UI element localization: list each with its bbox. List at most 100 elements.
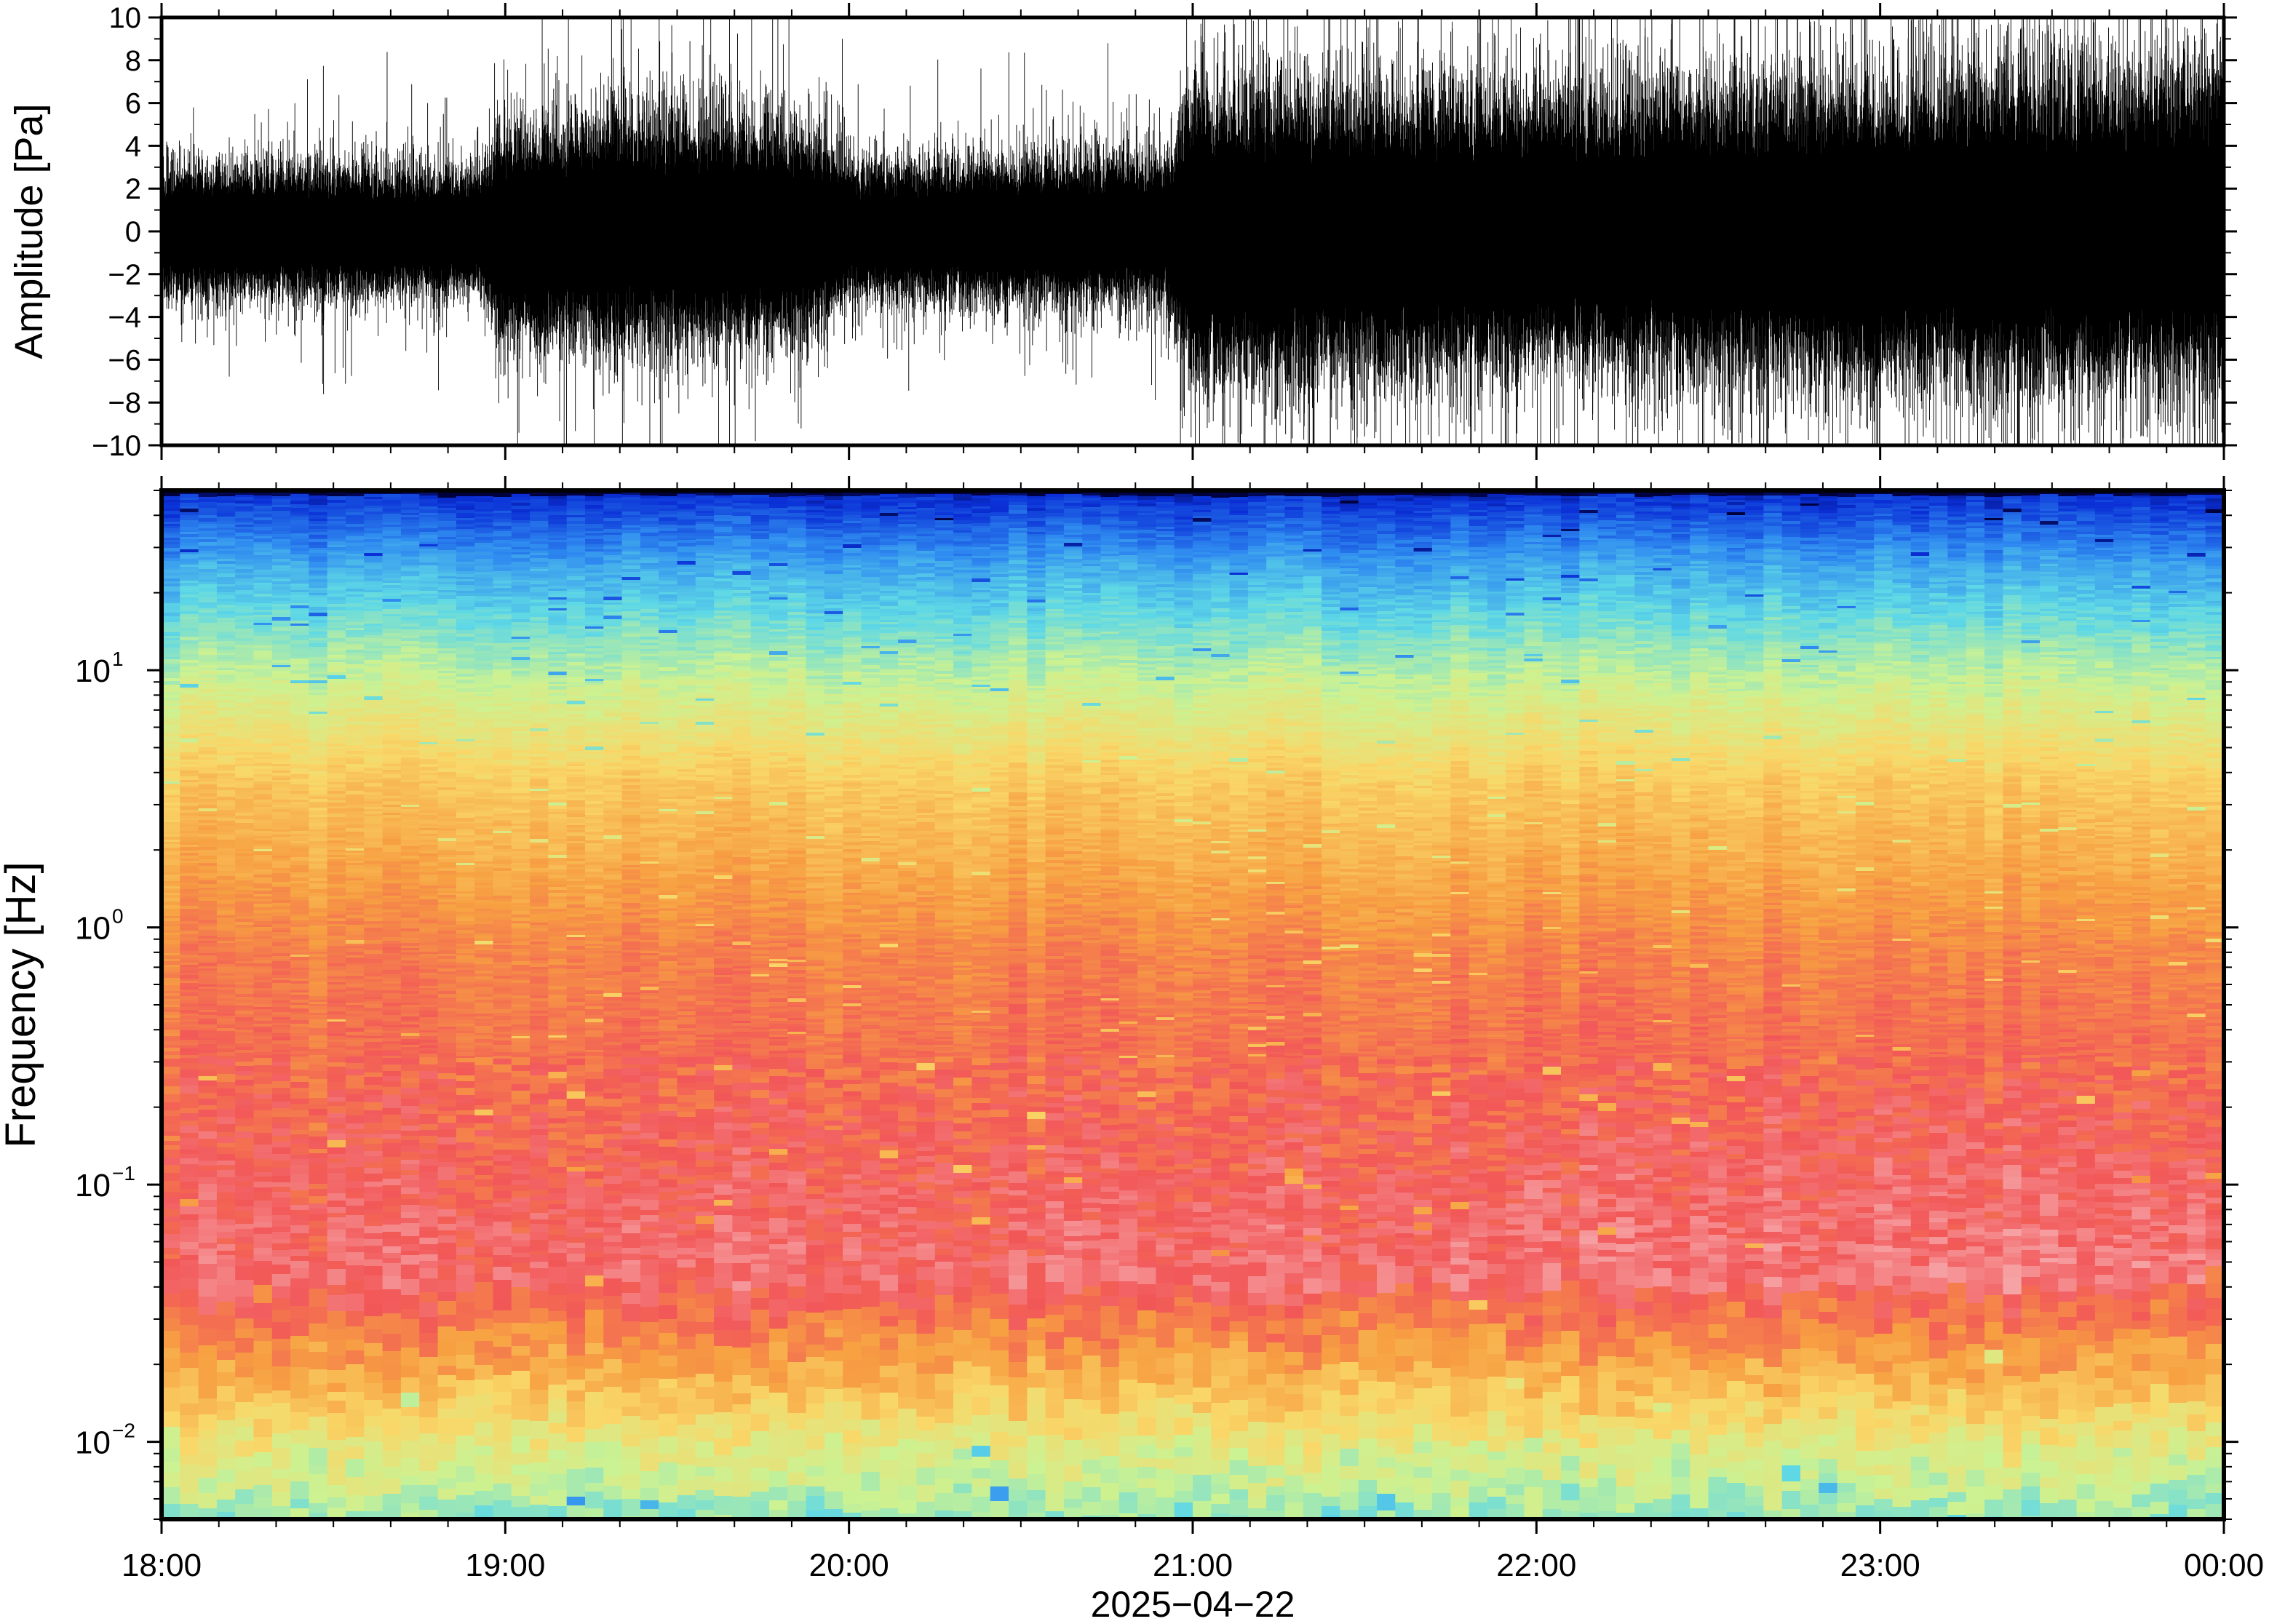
spectrogram-cell: [180, 1193, 199, 1200]
spectrogram-cell: [290, 548, 309, 552]
spectrogram-cell: [162, 616, 180, 620]
spectrogram-cell: [383, 1052, 402, 1056]
spectrogram-cell: [290, 530, 309, 534]
spectrogram-cell: [254, 657, 273, 661]
spectrogram-cell: [493, 1143, 512, 1150]
spectrogram-cell: [474, 855, 493, 859]
spectrogram-cell: [493, 849, 512, 853]
spectrogram-cell: [383, 836, 402, 840]
spectrogram-cell: [474, 645, 493, 650]
spectrogram-cell: [254, 691, 273, 695]
spectrogram-cell: [162, 1110, 180, 1117]
spectrogram-cell: [180, 960, 199, 963]
spectrogram-cell: [199, 863, 218, 867]
spectrogram-cell: [456, 965, 475, 968]
spectrogram-cell: [235, 952, 254, 957]
spectrogram-cell: [290, 891, 309, 894]
spectrogram-cell: [493, 1336, 512, 1348]
spectrogram-cell: [474, 687, 493, 690]
spectrogram-cell: [199, 662, 218, 666]
spectrogram-cell: [474, 1318, 493, 1330]
spectrogram-cell: [493, 1123, 512, 1132]
spectrogram-cell: [346, 1028, 365, 1032]
spectrogram-cell: [199, 515, 218, 519]
spectrogram-cell: [364, 928, 383, 932]
spectrogram-cell: [272, 1469, 291, 1479]
spectrogram-cell: [401, 664, 420, 668]
spectrogram-cell: [419, 717, 438, 721]
spectrogram-cell: [438, 805, 457, 809]
spectrogram-cell: [290, 1182, 309, 1191]
spectrogram-cell: [401, 907, 420, 910]
spectrogram-cell: [180, 1214, 199, 1221]
spectrogram-cell: [438, 732, 457, 736]
spectrogram-cell: [180, 1063, 199, 1070]
spectrogram-cell: [180, 546, 199, 550]
spectrogram-cell: [401, 671, 420, 674]
spectrogram-cell: [180, 1010, 199, 1014]
spectrogram-cell: [456, 789, 475, 792]
spectrogram-cell: [327, 936, 346, 940]
spectrogram-cell: [309, 796, 327, 800]
spectrogram-cell: [346, 576, 365, 580]
spectrogram-cell: [180, 695, 199, 699]
spectrogram-cell: [309, 858, 327, 862]
spectrogram-cell: [456, 882, 475, 886]
spectrogram-cell: [346, 565, 365, 569]
spectrogram-cell: [364, 632, 383, 636]
spectrogram-cell: [162, 1124, 180, 1132]
spectrogram-cell: [162, 681, 180, 685]
spectrogram-cell: [419, 693, 438, 697]
spectrogram-cell: [217, 500, 236, 503]
spectrogram-cell: [456, 1275, 475, 1293]
spectrogram-cell: [419, 522, 438, 526]
spectrogram-cell: [199, 744, 218, 748]
spectrogram-cell: [383, 766, 402, 771]
spectrogram-cell: [235, 651, 254, 655]
spectrogram-cell: [493, 673, 512, 677]
spectrogram-cell: [290, 751, 309, 755]
spectrogram-cell: [254, 594, 273, 597]
spectrogram-cell: [217, 1401, 236, 1411]
spectrogram-cell: [235, 829, 254, 833]
spectrogram-cell: [419, 923, 438, 927]
spectrogram-cell: [401, 1393, 420, 1408]
spectrogram-cell: [438, 862, 457, 867]
spectrogram-cell: [512, 609, 531, 613]
spectrogram-cell: [162, 930, 180, 934]
spectrogram-cell: [383, 626, 402, 629]
spectrogram-cell: [383, 950, 402, 954]
spectrogram-cell: [327, 904, 346, 909]
spectrogram-cell: [199, 1076, 218, 1081]
spectrogram-cell: [309, 747, 327, 751]
spectrogram-cell: [438, 1203, 457, 1210]
spectrogram-cell: [493, 554, 512, 558]
spectrogram-cell: [180, 619, 199, 624]
spectrogram-cell: [438, 991, 457, 995]
spectrogram-cell: [180, 1199, 199, 1207]
spectrogram-cell: [364, 1110, 383, 1115]
spectrogram-cell: [383, 1190, 402, 1198]
spectrogram-cell: [438, 648, 457, 652]
spectrogram-cell: [419, 1244, 438, 1251]
spectrogram-cell: [493, 695, 512, 698]
spectrogram-cell: [419, 723, 438, 728]
spectrogram-cell: [364, 1144, 383, 1152]
spectrogram-cell: [456, 921, 475, 926]
waveform-y-tick-label: −2: [108, 259, 141, 291]
spectrogram-cell: [254, 654, 273, 658]
spectrogram-cell: [364, 1356, 383, 1373]
spectrogram-cell: [419, 899, 438, 904]
spectrogram-cell: [309, 823, 327, 827]
spectrogram-cell: [474, 1422, 493, 1437]
spectrogram-cell: [346, 680, 365, 683]
spectrogram-cell: [419, 525, 438, 529]
spectrogram-cell: [199, 897, 218, 901]
spectrogram-cell: [272, 568, 291, 572]
spectrogram-cell: [364, 982, 383, 986]
spectrogram-cell: [180, 996, 199, 1000]
spectrogram-cell: [290, 728, 309, 732]
spectrogram-cell: [401, 975, 420, 979]
spectrogram-cell: [162, 664, 180, 668]
spectrogram-cell: [180, 912, 199, 915]
